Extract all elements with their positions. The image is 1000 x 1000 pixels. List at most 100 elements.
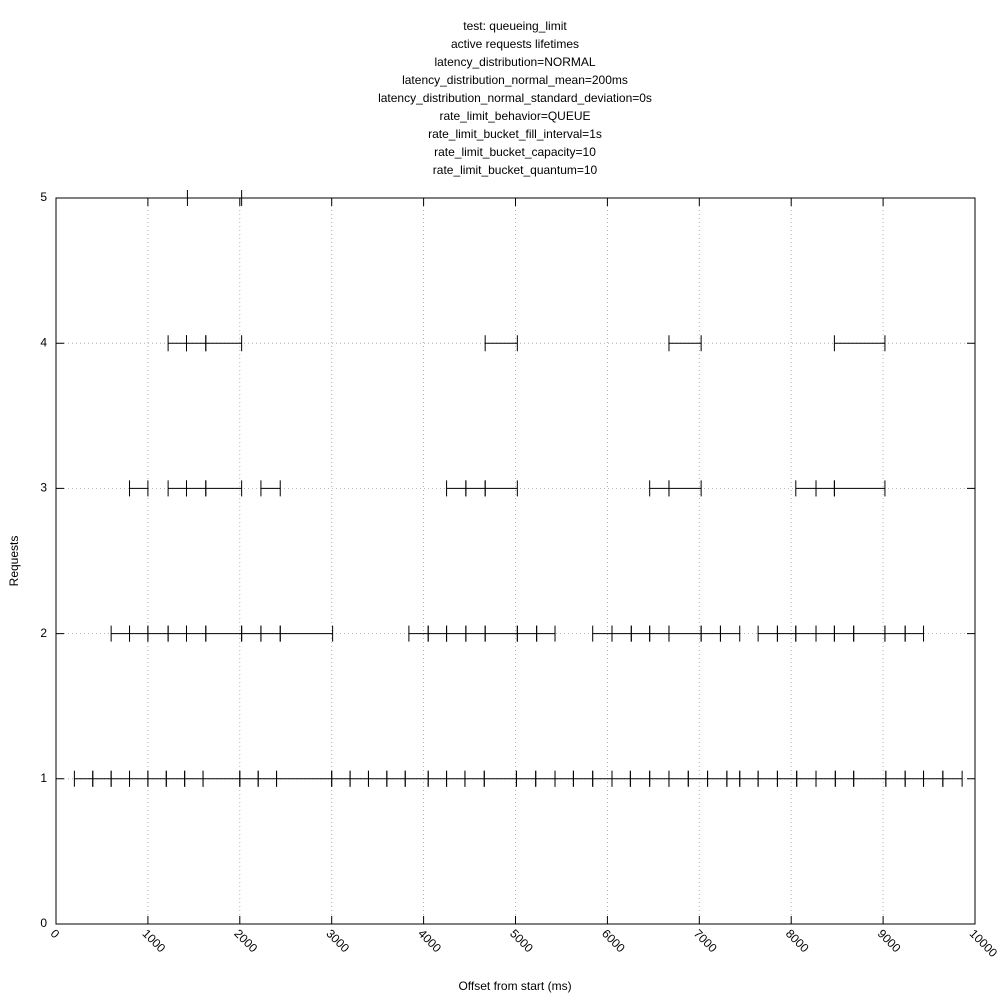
lifetime xyxy=(726,770,741,787)
lifetime xyxy=(668,480,702,497)
lifetime xyxy=(815,770,836,787)
lifetime xyxy=(167,625,187,642)
lifetime xyxy=(572,770,594,787)
lifetime xyxy=(592,770,613,787)
y-tick-label: 3 xyxy=(40,481,47,495)
chart-title: latency_distribution=NORMAL xyxy=(434,55,595,69)
lifetime xyxy=(484,335,518,352)
x-tick-label: 9000 xyxy=(875,926,904,955)
lifetime xyxy=(796,770,817,787)
lifetime xyxy=(795,480,817,497)
lifetime xyxy=(554,770,574,787)
lifetime xyxy=(129,770,149,787)
plot-frame xyxy=(55,197,976,925)
lifetime xyxy=(186,190,243,206)
lifetime xyxy=(592,625,613,642)
lifetime xyxy=(110,770,131,787)
chart-title: rate_limit_behavior=QUEUE xyxy=(439,109,590,123)
lifetime xyxy=(408,625,429,642)
y-tick-label: 4 xyxy=(40,335,47,349)
lifetime xyxy=(815,625,835,642)
lifetime xyxy=(185,480,207,497)
chart-title: latency_distribution_normal_mean=200ms xyxy=(402,73,628,87)
lifetime xyxy=(404,770,429,787)
lifetime xyxy=(92,770,112,787)
lifetime xyxy=(260,480,281,497)
lifetime xyxy=(629,770,651,787)
lifetime xyxy=(649,625,670,642)
chart-title: active requests lifetimes xyxy=(451,37,579,51)
lifetime xyxy=(757,625,778,642)
y-tick-label: 0 xyxy=(40,916,47,930)
lifetime xyxy=(260,625,281,642)
lifetime xyxy=(484,480,518,497)
lifetime xyxy=(202,770,241,787)
lifetime xyxy=(611,625,632,642)
x-tick-label: 5000 xyxy=(507,926,536,955)
lifetime xyxy=(885,770,906,787)
lifetime xyxy=(239,770,259,787)
lifetime xyxy=(205,335,243,352)
lifetime xyxy=(129,625,149,642)
lifetime xyxy=(535,770,556,787)
lifetime xyxy=(853,770,887,787)
y-axis-label: Requests xyxy=(7,536,21,587)
lifetime xyxy=(923,770,944,787)
lifetime xyxy=(833,625,855,642)
lifetime xyxy=(331,770,351,787)
lifetime xyxy=(719,625,741,642)
lifetime xyxy=(484,625,518,642)
y-tick-label: 1 xyxy=(40,771,47,785)
lifetime xyxy=(386,770,406,787)
x-tick-label: 7000 xyxy=(691,926,720,955)
x-tick-label: 6000 xyxy=(599,926,628,955)
y-tick-label: 5 xyxy=(40,190,47,204)
lifetime xyxy=(668,770,689,787)
lifetime xyxy=(649,770,670,787)
lifetime xyxy=(904,770,925,787)
lifetime xyxy=(757,770,778,787)
lifetime xyxy=(853,625,886,642)
lifetime xyxy=(446,480,467,497)
chart-title: rate_limit_bucket_quantum=10 xyxy=(433,163,598,177)
chart-title: rate_limit_bucket_capacity=10 xyxy=(434,145,596,159)
x-tick-label: 4000 xyxy=(415,926,444,955)
lifetime xyxy=(465,480,486,497)
lifetime xyxy=(110,625,131,642)
lifetime xyxy=(446,625,467,642)
chart-title: latency_distribution_normal_standard_dev… xyxy=(378,91,652,105)
lifetime xyxy=(904,625,925,642)
lifetime xyxy=(185,335,207,352)
x-tick-label: 0 xyxy=(48,926,63,941)
lifetime xyxy=(611,770,631,787)
lifetime xyxy=(795,625,817,642)
chart-title: rate_limit_bucket_fill_interval=1s xyxy=(428,127,602,141)
x-axis-label: Offset from start (ms) xyxy=(458,979,571,993)
lifetime xyxy=(167,480,187,497)
lifetime xyxy=(184,770,204,787)
lifetime xyxy=(884,625,906,642)
lifetime xyxy=(942,770,963,787)
lifetime xyxy=(834,770,855,787)
lifetime xyxy=(516,625,538,642)
lifetime xyxy=(427,625,448,642)
lifetime xyxy=(536,625,556,642)
x-tick-label: 2000 xyxy=(231,926,260,955)
lifetime xyxy=(833,480,886,497)
lifetime xyxy=(668,335,702,352)
lifetime xyxy=(205,480,243,497)
lifetime xyxy=(205,625,243,642)
x-tick-label: 10000 xyxy=(967,926,1000,960)
lifetime xyxy=(668,625,702,642)
lifetime xyxy=(649,480,670,497)
chart-title: test: queueing_limit xyxy=(463,19,567,33)
y-tick-label: 2 xyxy=(40,626,47,640)
lifetime xyxy=(833,335,886,352)
x-tick-label: 8000 xyxy=(783,926,812,955)
lifetime xyxy=(739,770,759,787)
lifetime xyxy=(776,625,797,642)
lifetime xyxy=(700,625,721,642)
lifetime xyxy=(483,770,517,787)
lifetime xyxy=(276,770,333,787)
